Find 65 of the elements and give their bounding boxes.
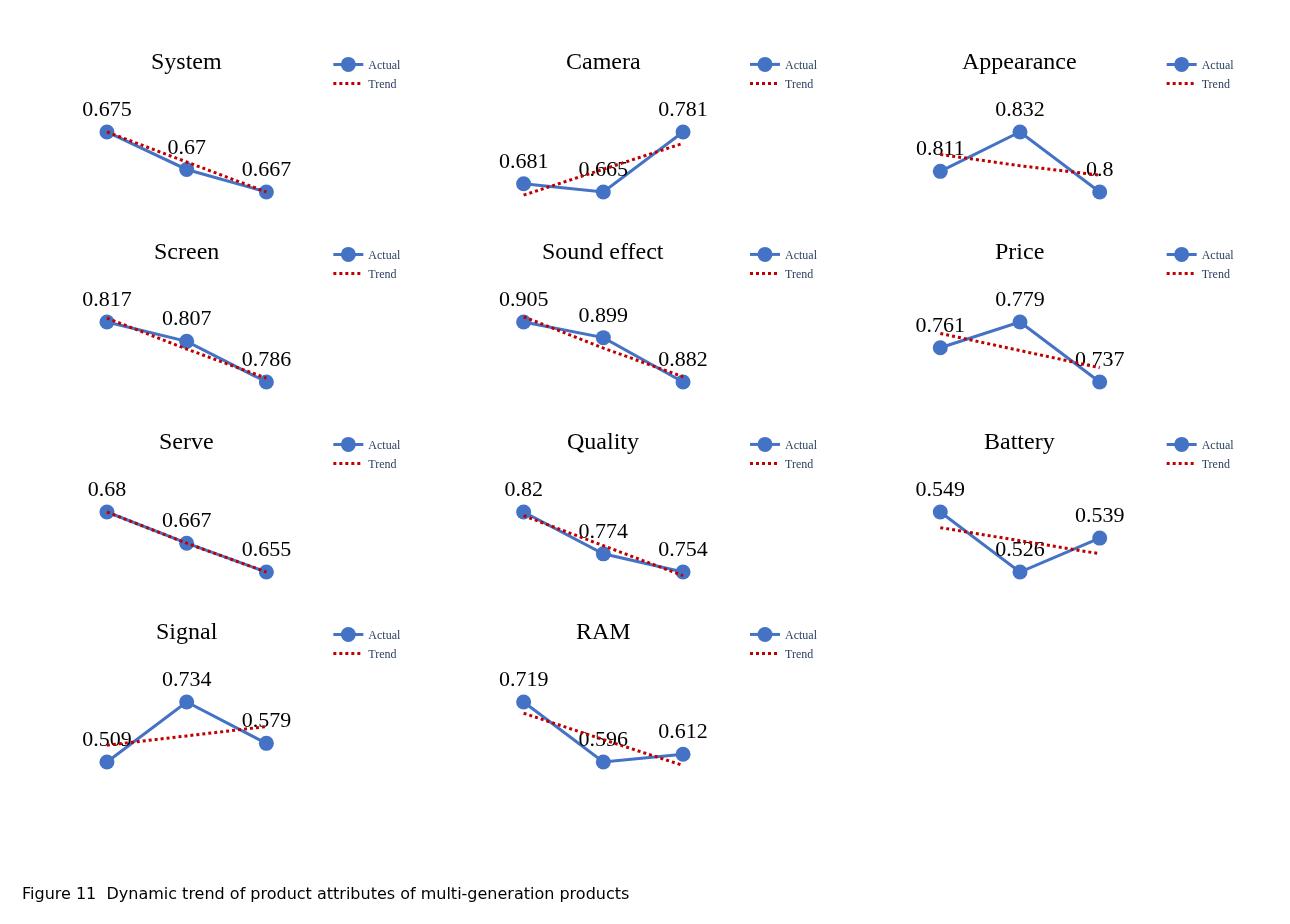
chart-title: Quality	[567, 428, 639, 454]
data-label: 0.737	[1074, 346, 1125, 372]
data-label: 0.67	[167, 133, 206, 159]
chart-title: Screen	[154, 238, 220, 264]
data-label: 0.811	[915, 135, 965, 161]
data-label: 0.655	[241, 536, 292, 562]
data-label: 0.82	[504, 476, 543, 502]
chart-title: Battery	[984, 428, 1055, 454]
chart-title: Signal	[156, 618, 218, 644]
data-label: 0.761	[915, 311, 966, 337]
data-label: 0.579	[241, 707, 292, 733]
legend-label: Trend	[785, 77, 814, 92]
chart-title: Sound effect	[542, 238, 664, 264]
legend-label: Actual	[785, 438, 818, 453]
data-label: 0.539	[1074, 502, 1125, 528]
legend-label: Trend	[368, 267, 397, 282]
data-label: 0.734	[161, 666, 212, 692]
data-label: 0.667	[161, 507, 212, 533]
legend-label: Trend	[785, 267, 814, 282]
data-label: 0.68	[87, 476, 127, 502]
data-label: 0.8	[1085, 156, 1114, 182]
chart-title: Camera	[566, 48, 641, 74]
legend-label: Trend	[1201, 457, 1230, 472]
data-label: 0.509	[82, 726, 132, 752]
legend-label: Actual	[785, 58, 818, 73]
data-label: 0.667	[241, 156, 292, 182]
chart-title: Price	[995, 238, 1045, 264]
legend-label: Actual	[1201, 58, 1235, 73]
data-label: 0.754	[658, 536, 708, 562]
data-label: 0.786	[241, 346, 292, 372]
legend-label: Trend	[1201, 77, 1230, 92]
data-label: 0.832	[995, 96, 1045, 122]
chart-title: Appearance	[962, 48, 1077, 74]
data-label: 0.817	[82, 286, 132, 312]
data-label: 0.781	[658, 96, 708, 122]
legend-label: Trend	[368, 647, 397, 662]
data-label: 0.719	[498, 666, 549, 692]
data-label: 0.774	[578, 517, 629, 543]
data-label: 0.882	[658, 346, 708, 372]
legend-label: Trend	[368, 77, 397, 92]
data-label: 0.549	[915, 476, 966, 502]
caption: Figure 11 Dynamic trend of product attributes of multi-generation products	[22, 884, 630, 903]
data-label: 0.681	[498, 147, 549, 173]
chart-title: Serve	[159, 428, 214, 454]
legend-label: Actual	[1201, 438, 1235, 453]
data-label: 0.612	[658, 718, 708, 744]
legend-label: Actual	[368, 628, 401, 643]
legend-label: Actual	[785, 248, 818, 263]
chart-title: RAM	[576, 618, 631, 644]
legend-label: Actual	[785, 628, 818, 643]
legend-label: Trend	[368, 457, 397, 472]
legend-label: Actual	[368, 58, 401, 73]
data-label: 0.526	[995, 536, 1045, 562]
chart-title: System	[151, 48, 223, 74]
data-label: 0.807	[161, 305, 212, 331]
legend-label: Actual	[368, 248, 401, 263]
legend-label: Trend	[785, 647, 814, 662]
data-label: 0.779	[995, 286, 1045, 312]
legend-label: Actual	[1201, 248, 1235, 263]
data-label: 0.905	[498, 286, 549, 312]
legend-label: Actual	[368, 438, 401, 453]
legend-label: Trend	[1201, 267, 1230, 282]
data-label: 0.675	[82, 96, 132, 122]
legend-label: Trend	[785, 457, 814, 472]
data-label: 0.899	[578, 301, 629, 327]
